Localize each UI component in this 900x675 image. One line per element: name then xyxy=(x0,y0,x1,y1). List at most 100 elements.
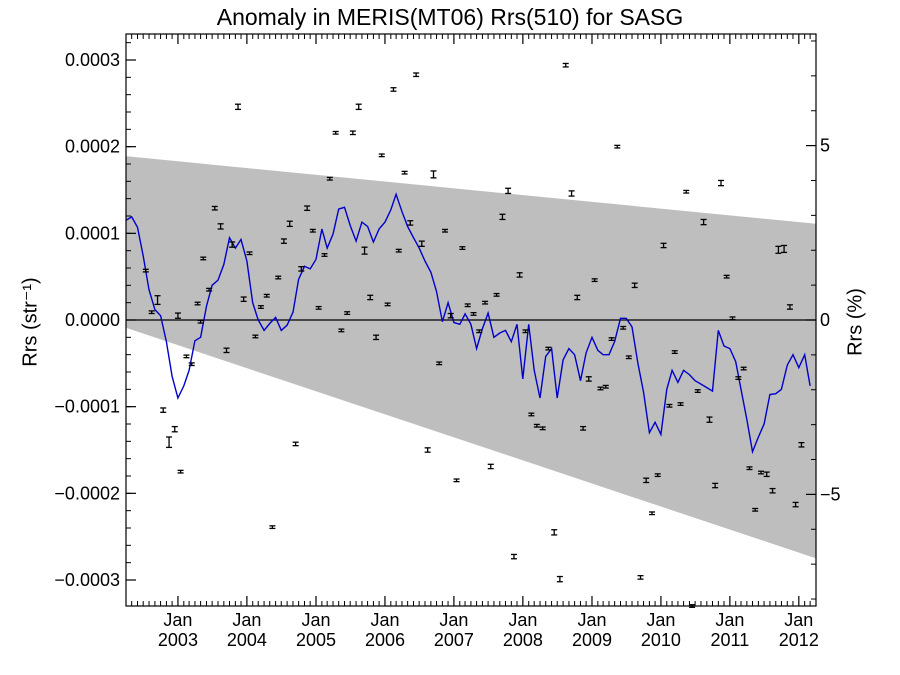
data-point-errorbar xyxy=(602,384,609,389)
data-point-errorbar xyxy=(206,287,213,292)
data-point-errorbar xyxy=(769,487,776,494)
data-point-errorbar xyxy=(580,425,587,431)
data-point-errorbar xyxy=(401,170,408,175)
x-tick-label-year: 2003 xyxy=(158,630,198,650)
data-point-errorbar xyxy=(493,292,500,297)
data-point-errorbar xyxy=(211,205,218,211)
data-point-errorbar xyxy=(373,334,380,341)
data-point-errorbar xyxy=(712,482,719,489)
data-point-errorbar xyxy=(781,244,788,254)
data-point-errorbar xyxy=(597,386,604,391)
data-point-errorbar xyxy=(332,130,339,135)
data-point-errorbar xyxy=(654,473,661,478)
data-point-errorbar xyxy=(384,302,391,307)
data-point-errorbar xyxy=(505,187,512,195)
data-point-errorbar xyxy=(188,362,195,367)
data-point-errorbar xyxy=(177,469,184,474)
data-point-errorbar xyxy=(459,246,466,251)
y-right-tick-label: 5 xyxy=(820,136,830,156)
data-point-errorbar xyxy=(174,312,181,319)
data-point-errorbar xyxy=(166,436,173,449)
data-point-errorbar xyxy=(487,463,494,470)
data-point-errorbar xyxy=(735,376,742,381)
x-tick-label-month: Jan xyxy=(370,610,399,630)
data-point-errorbar xyxy=(660,242,667,249)
data-point-errorbar xyxy=(217,223,224,230)
data-point-errorbar xyxy=(240,296,247,303)
data-point-errorbar xyxy=(304,205,311,212)
data-point-errorbar xyxy=(424,447,431,453)
x-tick-label-month: Jan xyxy=(577,610,606,630)
data-point-errorbar xyxy=(556,575,563,583)
data-point-errorbar xyxy=(142,268,149,273)
data-point-errorbar xyxy=(246,251,253,256)
y-left-tick-label: 0.0003 xyxy=(65,50,120,70)
data-point-errorbar xyxy=(574,294,581,301)
data-point-errorbar xyxy=(752,507,759,512)
x-tick-label-year: 2012 xyxy=(779,630,819,650)
data-point-errorbar xyxy=(551,529,558,536)
data-point-errorbar xyxy=(792,501,799,508)
data-point-errorbar xyxy=(263,293,270,298)
chart-title: Anomaly in MERIS(MT06) Rrs(510) for SASG xyxy=(216,4,684,30)
data-point-errorbar xyxy=(476,329,483,334)
data-point-errorbar xyxy=(614,144,621,149)
x-tick-label-year: 2005 xyxy=(296,630,336,650)
data-point-errorbar xyxy=(522,329,529,334)
y-left-tick-label: 0.0000 xyxy=(65,310,120,330)
x-tick-label-month: Jan xyxy=(302,610,331,630)
x-tick-label-month: Jan xyxy=(163,610,192,630)
data-point-errorbar xyxy=(407,220,414,226)
y-left-tick-label: −0.0003 xyxy=(54,570,120,590)
data-point-errorbar xyxy=(631,282,638,289)
data-point-errorbar xyxy=(683,189,690,194)
data-point-errorbar xyxy=(338,328,345,333)
data-point-errorbar xyxy=(257,305,264,309)
data-point-errorbar xyxy=(746,466,753,471)
x-tick-label-month: Jan xyxy=(646,610,675,630)
data-point-errorbar xyxy=(499,213,506,221)
data-point-errorbar xyxy=(568,190,575,197)
data-point-errorbar xyxy=(252,334,259,339)
data-point-errorbar xyxy=(413,72,420,78)
data-point-errorbar xyxy=(717,179,724,187)
data-point-errorbar xyxy=(677,402,684,407)
x-tick-label-month: Jan xyxy=(784,610,813,630)
x-tick-label-year: 2007 xyxy=(434,630,474,650)
y-left-tick-label: −0.0002 xyxy=(54,483,120,503)
data-point-errorbar xyxy=(649,511,656,516)
data-point-errorbar xyxy=(183,354,190,359)
x-tick-label-year: 2011 xyxy=(711,630,750,650)
data-point-errorbar xyxy=(453,478,460,483)
x-tick-label-month: Jan xyxy=(508,610,537,630)
data-point-errorbar xyxy=(775,245,782,254)
data-point-errorbar xyxy=(200,256,207,261)
data-point-errorbar xyxy=(482,300,489,305)
data-point-errorbar xyxy=(786,304,793,310)
data-point-errorbar xyxy=(723,274,730,279)
x-tick-label-year: 2004 xyxy=(227,630,267,650)
data-point-errorbar xyxy=(269,525,276,530)
data-point-errorbar xyxy=(292,441,299,447)
data-point-errorbar xyxy=(309,228,316,233)
data-point-errorbar xyxy=(361,246,368,255)
data-point-errorbar xyxy=(344,311,351,316)
data-point-errorbar xyxy=(758,470,765,475)
data-point-errorbar xyxy=(706,416,713,423)
data-point-errorbar xyxy=(436,361,443,366)
data-point-errorbar xyxy=(197,319,204,324)
data-point-errorbar xyxy=(223,347,230,354)
data-point-errorbar xyxy=(562,62,569,68)
y-right-tick-label: −5 xyxy=(820,484,841,504)
x-tick-label-year: 2009 xyxy=(572,630,612,650)
x-tick-label-year: 2010 xyxy=(641,630,681,650)
data-point-errorbar xyxy=(545,346,552,351)
data-point-errorbar xyxy=(643,477,650,484)
data-point-errorbar xyxy=(286,220,293,228)
data-point-errorbar xyxy=(539,426,546,431)
data-point-errorbar xyxy=(321,253,328,257)
data-point-errorbar xyxy=(390,87,397,92)
data-point-errorbar xyxy=(620,325,627,330)
data-point-errorbar xyxy=(694,389,701,394)
